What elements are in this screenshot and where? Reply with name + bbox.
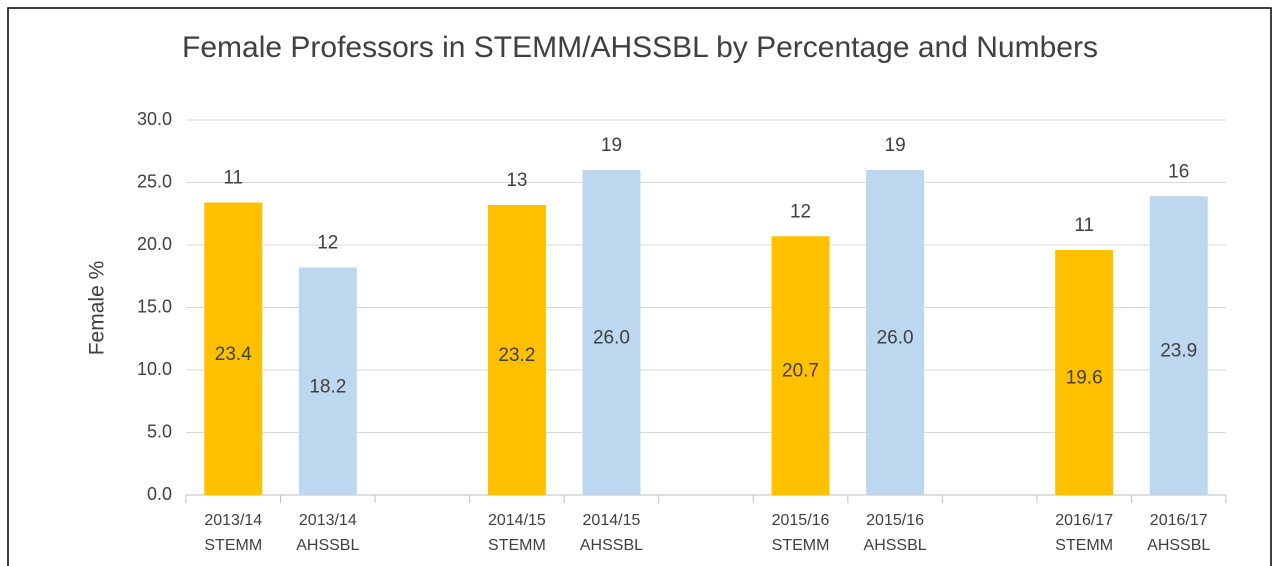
- value-label: 23.9: [1160, 341, 1197, 362]
- x-tick-label: 2015/16: [772, 512, 830, 529]
- x-tick-label: STEMM: [204, 537, 262, 554]
- chart-frame: [7, 7, 1272, 566]
- y-tick-label: 20.0: [137, 234, 172, 254]
- x-tick-label: AHSSBL: [1147, 537, 1210, 554]
- value-label: 26.0: [593, 328, 630, 349]
- value-label: 19.6: [1066, 368, 1103, 389]
- x-tick-label: 2016/17: [1055, 512, 1113, 529]
- count-label: 12: [317, 233, 338, 254]
- count-label: 13: [506, 170, 527, 191]
- bar: [204, 202, 263, 495]
- value-label: 23.4: [215, 344, 252, 365]
- y-tick-label: 0.0: [147, 484, 172, 504]
- bar: [487, 205, 546, 495]
- x-tick-label: 2014/15: [583, 512, 641, 529]
- x-tick-label: 2015/16: [866, 512, 924, 529]
- y-tick-label: 5.0: [147, 421, 172, 441]
- count-label: 19: [885, 135, 906, 156]
- x-tick-label: AHSSBL: [864, 537, 927, 554]
- x-tick-label: AHSSBL: [296, 537, 359, 554]
- x-tick-label: STEMM: [772, 537, 830, 554]
- x-tick-label: AHSSBL: [580, 537, 643, 554]
- y-tick-label: 15.0: [137, 296, 172, 316]
- count-label: 11: [223, 168, 243, 189]
- y-tick-label: 30.0: [137, 109, 172, 129]
- count-label: 19: [601, 135, 622, 156]
- y-tick-label: 25.0: [137, 171, 172, 191]
- x-tick-label: STEMM: [488, 537, 546, 554]
- count-label: 12: [790, 201, 811, 222]
- chart-title: Female Professors in STEMM/AHSSBL by Per…: [182, 31, 1098, 64]
- x-tick-label: 2014/15: [488, 512, 546, 529]
- value-label: 20.7: [782, 361, 819, 382]
- bar: [582, 170, 641, 495]
- count-label: 11: [1074, 215, 1094, 236]
- x-tick-label: STEMM: [1055, 537, 1113, 554]
- x-tick-label: 2016/17: [1150, 512, 1208, 529]
- x-tick-label: 2013/14: [299, 512, 357, 529]
- y-axis-label: Female %: [86, 261, 109, 356]
- value-label: 18.2: [309, 376, 346, 397]
- bar: [1149, 196, 1208, 495]
- bar: [866, 170, 925, 495]
- bar: [298, 267, 357, 495]
- x-tick-label: 2013/14: [204, 512, 262, 529]
- value-label: 26.0: [877, 328, 914, 349]
- bar: [771, 236, 830, 495]
- count-label: 16: [1168, 161, 1189, 182]
- y-tick-label: 10.0: [137, 359, 172, 379]
- bar: [1055, 250, 1114, 495]
- value-label: 23.2: [498, 345, 535, 366]
